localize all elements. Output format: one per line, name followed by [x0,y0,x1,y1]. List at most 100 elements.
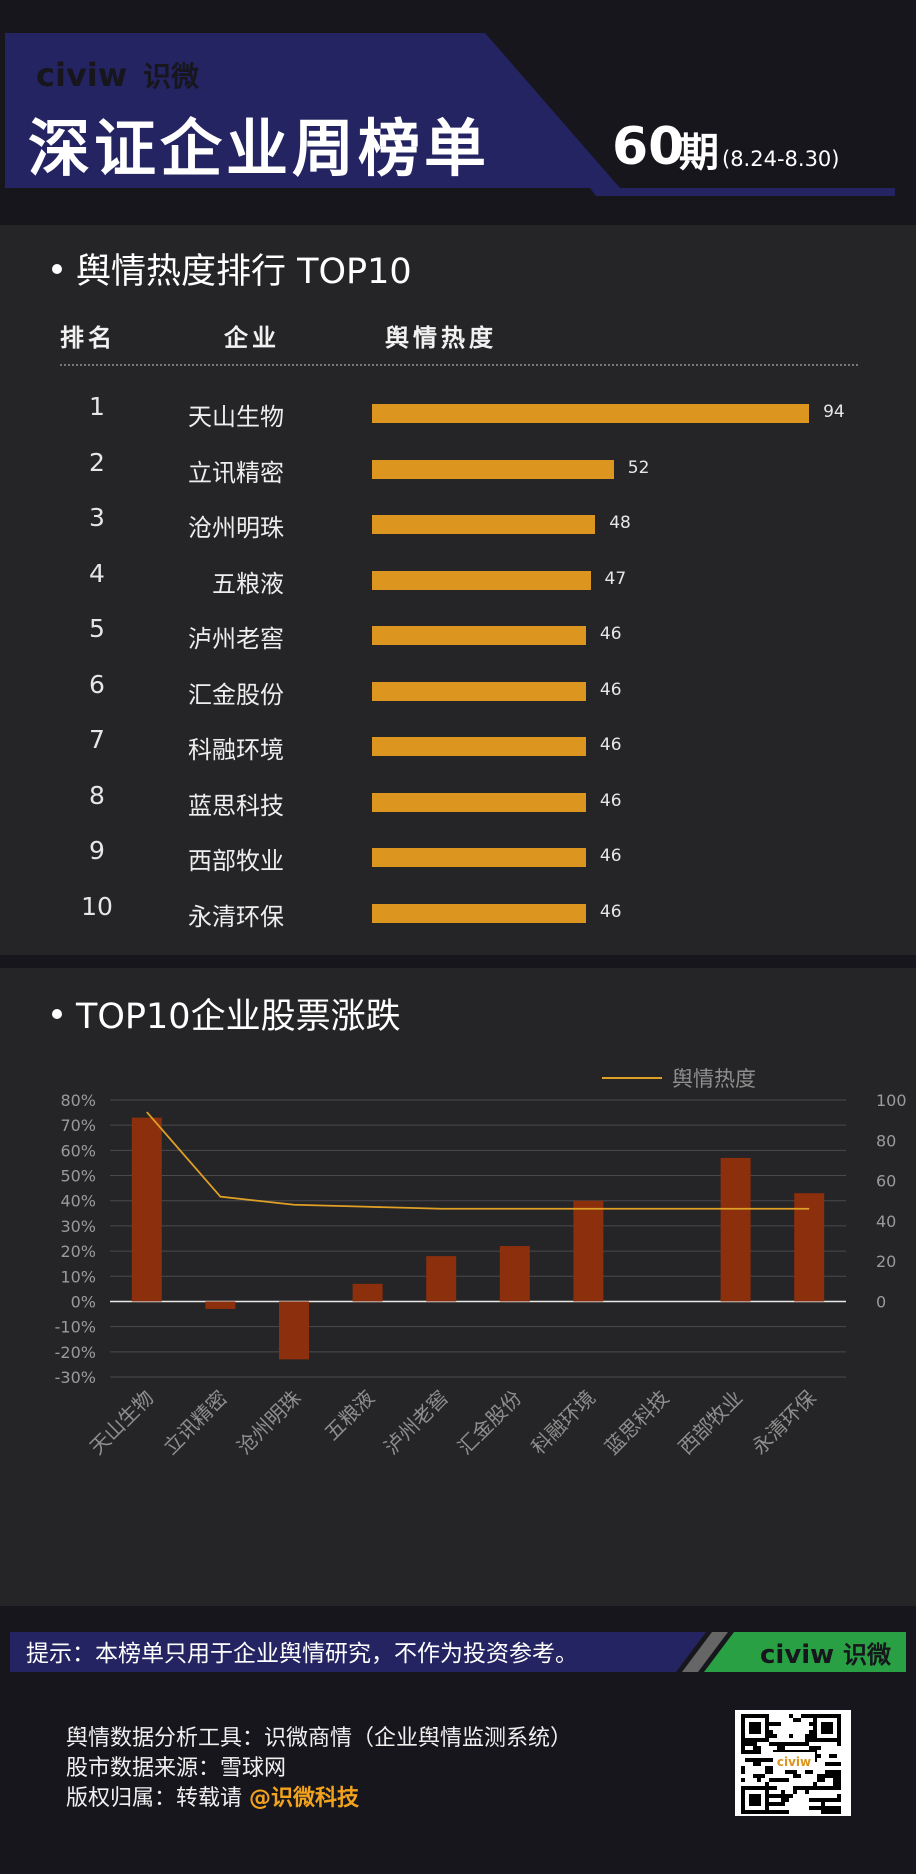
rank-number: 1 [89,392,105,421]
heat-value: 46 [599,790,622,811]
x-category-label: 五粮液 [320,1386,379,1445]
y-left-tick-label: 80% [60,1091,96,1110]
stock-change-bar [794,1193,825,1302]
y-right-tick-label: 20 [876,1252,896,1271]
company-name: 泸州老窖 [188,625,284,653]
col-company-header: 企业 [224,324,280,352]
y-left-tick-label: 50% [60,1167,96,1186]
stock-change-bar [131,1117,162,1302]
x-category-label: 沧州明珠 [232,1386,306,1460]
company-name: 五粮液 [212,569,284,598]
rank-number: 4 [89,558,105,588]
rank-number: 9 [89,836,105,865]
bullet-icon [52,264,62,274]
heat-line [146,1111,810,1210]
footer-tool-line: 舆情数据分析工具：识微商情（企业舆情监测系统） [66,1726,573,1751]
heat-bar [372,848,586,867]
rank-number: 10 [81,891,113,921]
heat-value: 52 [627,457,650,478]
y-left-tick-label: -10% [55,1318,96,1337]
y-left-tick-label: 10% [60,1267,96,1286]
heat-bar [372,515,596,534]
stock-change-bar [499,1246,530,1302]
company-name: 永清环保 [188,902,284,931]
y-left-tick-label: 60% [60,1141,96,1160]
footer-copyright-line: 版权归属：转载请 @识微科技 [66,1780,359,1812]
company-name: 立讯精密 [188,458,284,487]
stock-change-chart: 80% 70% 60% 50% 40% 30% 20% 10% 0% -10% -20% -30% 10… [55,1067,907,1460]
issue-date-range: (8.24-8.30) [722,147,839,171]
header-banner: civiw 识微 深证企业周榜单 60 期 (8.24-8.30) [5,33,895,196]
company-name: 天山生物 [188,403,284,431]
company-name: 汇金股份 [188,680,284,709]
company-name: 蓝思科技 [188,791,284,820]
tip-text: 提示：本榜单只用于企业舆情研究，不作为投资参考。 [26,1641,578,1667]
y-left-tick-label: 30% [60,1217,96,1236]
x-category-label: 泸州老窖 [379,1386,453,1460]
heat-bar [372,404,810,423]
col-rank-header: 排名 [60,324,116,352]
y-left-tick-label: -20% [55,1343,96,1362]
stock-change-bar [573,1200,604,1302]
stock-change-bar [720,1157,751,1302]
heat-bar [372,792,586,812]
y-right-tick-label: 80 [876,1131,896,1150]
x-category-label: 天山生物 [85,1386,159,1460]
chart-section-title: TOP10企业股票涨跌 [52,988,401,1039]
y-right-tick-label: 40 [876,1212,896,1231]
heat-bar [372,903,586,923]
heat-value: 46 [599,846,622,866]
heat-value: 94 [823,402,845,422]
rank-number: 2 [89,447,105,477]
ranking-title-text: 舆情热度排行 TOP10 [76,252,412,292]
y-right-tick-label: 100 [876,1091,907,1110]
x-category-label: 蓝思科技 [600,1386,674,1460]
legend-label: 舆情热度 [672,1067,756,1091]
heat-bar [372,681,586,701]
rank-number: 5 [89,614,105,643]
issue-suffix: 期 [679,130,719,176]
heat-value: 47 [604,568,627,589]
y-right-tick-label: 0 [876,1292,886,1311]
company-name: 西部牧业 [188,847,284,875]
heat-value: 46 [599,624,622,644]
y-left-tick-label: 20% [60,1242,96,1261]
stock-change-bar [352,1283,383,1302]
qr-code[interactable]: civiw [735,1710,851,1816]
header-logo-latin: civiw [36,56,127,94]
col-heat-header: 舆情热度 [385,324,497,352]
y-left-tick-label: 0% [71,1292,96,1311]
issue-number: 60 [612,117,684,177]
x-category-label: 汇金股份 [453,1386,527,1460]
rank-number: 7 [89,725,105,754]
heat-bar [372,737,586,756]
y-left-tick-label: -30% [55,1368,96,1387]
company-name: 沧州明珠 [188,514,284,542]
page-title: 深证企业周榜单 [28,112,490,185]
y-left-tick-label: 70% [60,1116,96,1135]
company-name: 科融环境 [188,736,284,764]
qr-center-label: civiw [777,1755,811,1769]
x-category-label: 科融环境 [526,1386,600,1460]
heat-bar [372,626,586,645]
heat-bar [372,570,591,590]
y-right-tick-label: 60 [876,1172,896,1191]
stock-change-bar [426,1256,457,1302]
tip-logo-cn: 识微 [843,1641,891,1669]
y-left-tick-label: 40% [60,1192,96,1211]
rank-number: 6 [89,669,105,699]
heat-bar [372,459,614,479]
stock-change-bar [205,1301,236,1310]
x-category-label: 立讯精密 [158,1386,232,1460]
x-category-label: 永清环保 [747,1386,821,1460]
header-logo-cn: 识微 [143,60,199,93]
footer-source-line: 股市数据来源：雪球网 [66,1756,287,1781]
heat-ranking-panel [0,225,916,955]
heat-value: 48 [609,513,631,533]
heat-value: 46 [599,679,622,700]
tip-logo-latin: civiw [760,1640,834,1670]
heat-value: 46 [599,901,622,922]
rank-number: 3 [89,503,105,532]
heat-value: 46 [599,735,622,755]
tip-bar: 提示：本榜单只用于企业舆情研究，不作为投资参考。 civiw 识微 [10,1632,906,1672]
